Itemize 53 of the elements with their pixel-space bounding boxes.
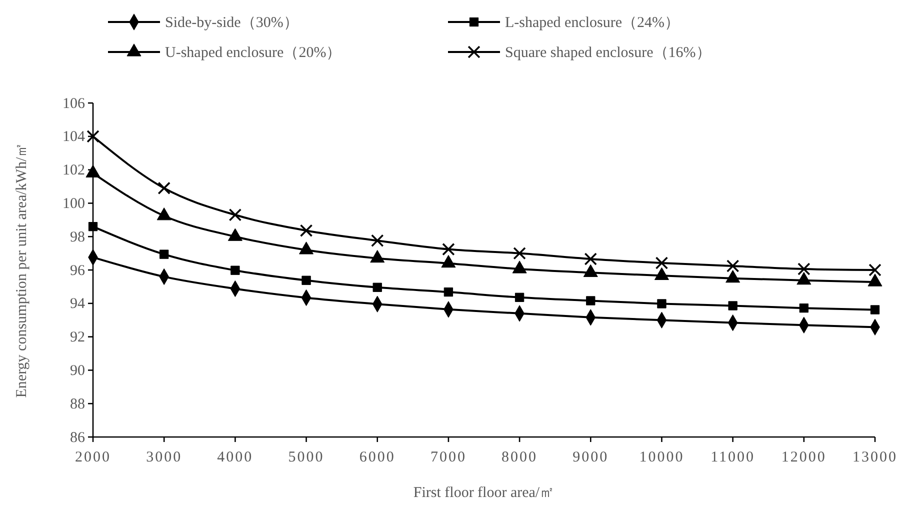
x-tick-label: 5000 [288, 450, 324, 466]
point [726, 260, 740, 272]
point [444, 287, 454, 297]
legend-label: U-shaped enclosure（20%） [165, 45, 342, 61]
y-tick-label: 88 [70, 396, 85, 412]
x-tick-label: 3000 [146, 450, 182, 466]
point [228, 208, 242, 222]
x-axis-title: First floor floor area/㎡ [413, 485, 555, 501]
point [88, 222, 98, 232]
x-tick-label: 9000 [572, 450, 609, 466]
x-tick-label: 13000 [852, 450, 898, 466]
y-tick-label: 100 [62, 196, 85, 212]
x-tick-label: 10000 [639, 450, 684, 466]
y-tick-label: 90 [70, 363, 85, 379]
x-tick-label: 2000 [75, 450, 111, 466]
y-tick-label: 98 [70, 229, 85, 246]
y-tick-label: 94 [70, 296, 86, 312]
point [442, 242, 455, 256]
point [655, 256, 668, 270]
point [370, 234, 384, 247]
x-tick-label: 7000 [430, 450, 466, 466]
point [728, 301, 738, 310]
point [586, 296, 596, 306]
point [870, 305, 880, 314]
y-tick-label: 86 [70, 430, 86, 446]
point [514, 292, 524, 302]
point [302, 276, 311, 285]
y-tick-label: 102 [62, 162, 85, 179]
point [86, 130, 100, 143]
x-tick-label: 11000 [710, 450, 756, 466]
x-tick-label: 6000 [359, 450, 396, 466]
point [160, 250, 169, 259]
y-tick-label: 92 [70, 330, 85, 346]
point [230, 266, 240, 275]
x-tick-label: 8000 [502, 450, 538, 466]
point [372, 282, 382, 292]
legend-label: Side-by-side（30%） [165, 15, 298, 31]
y-axis-title: Energy consumption per unit area/kWh/㎡ [14, 142, 30, 398]
x-tick-label: 12000 [781, 450, 826, 466]
point [798, 262, 810, 276]
y-tick-label: 96 [70, 262, 86, 279]
point [799, 303, 808, 313]
y-tick-label: 106 [62, 96, 86, 112]
point [300, 224, 313, 237]
point [868, 264, 882, 276]
point [584, 252, 598, 266]
x-tick-label: 4000 [217, 450, 254, 466]
point [513, 246, 526, 260]
legend-label: Square shaped enclosure（16%） [505, 45, 711, 61]
y-tick-label: 104 [62, 129, 86, 146]
point [657, 299, 666, 308]
legend-label: L-shaped enclosure（24%） [505, 15, 680, 31]
point [158, 182, 170, 195]
